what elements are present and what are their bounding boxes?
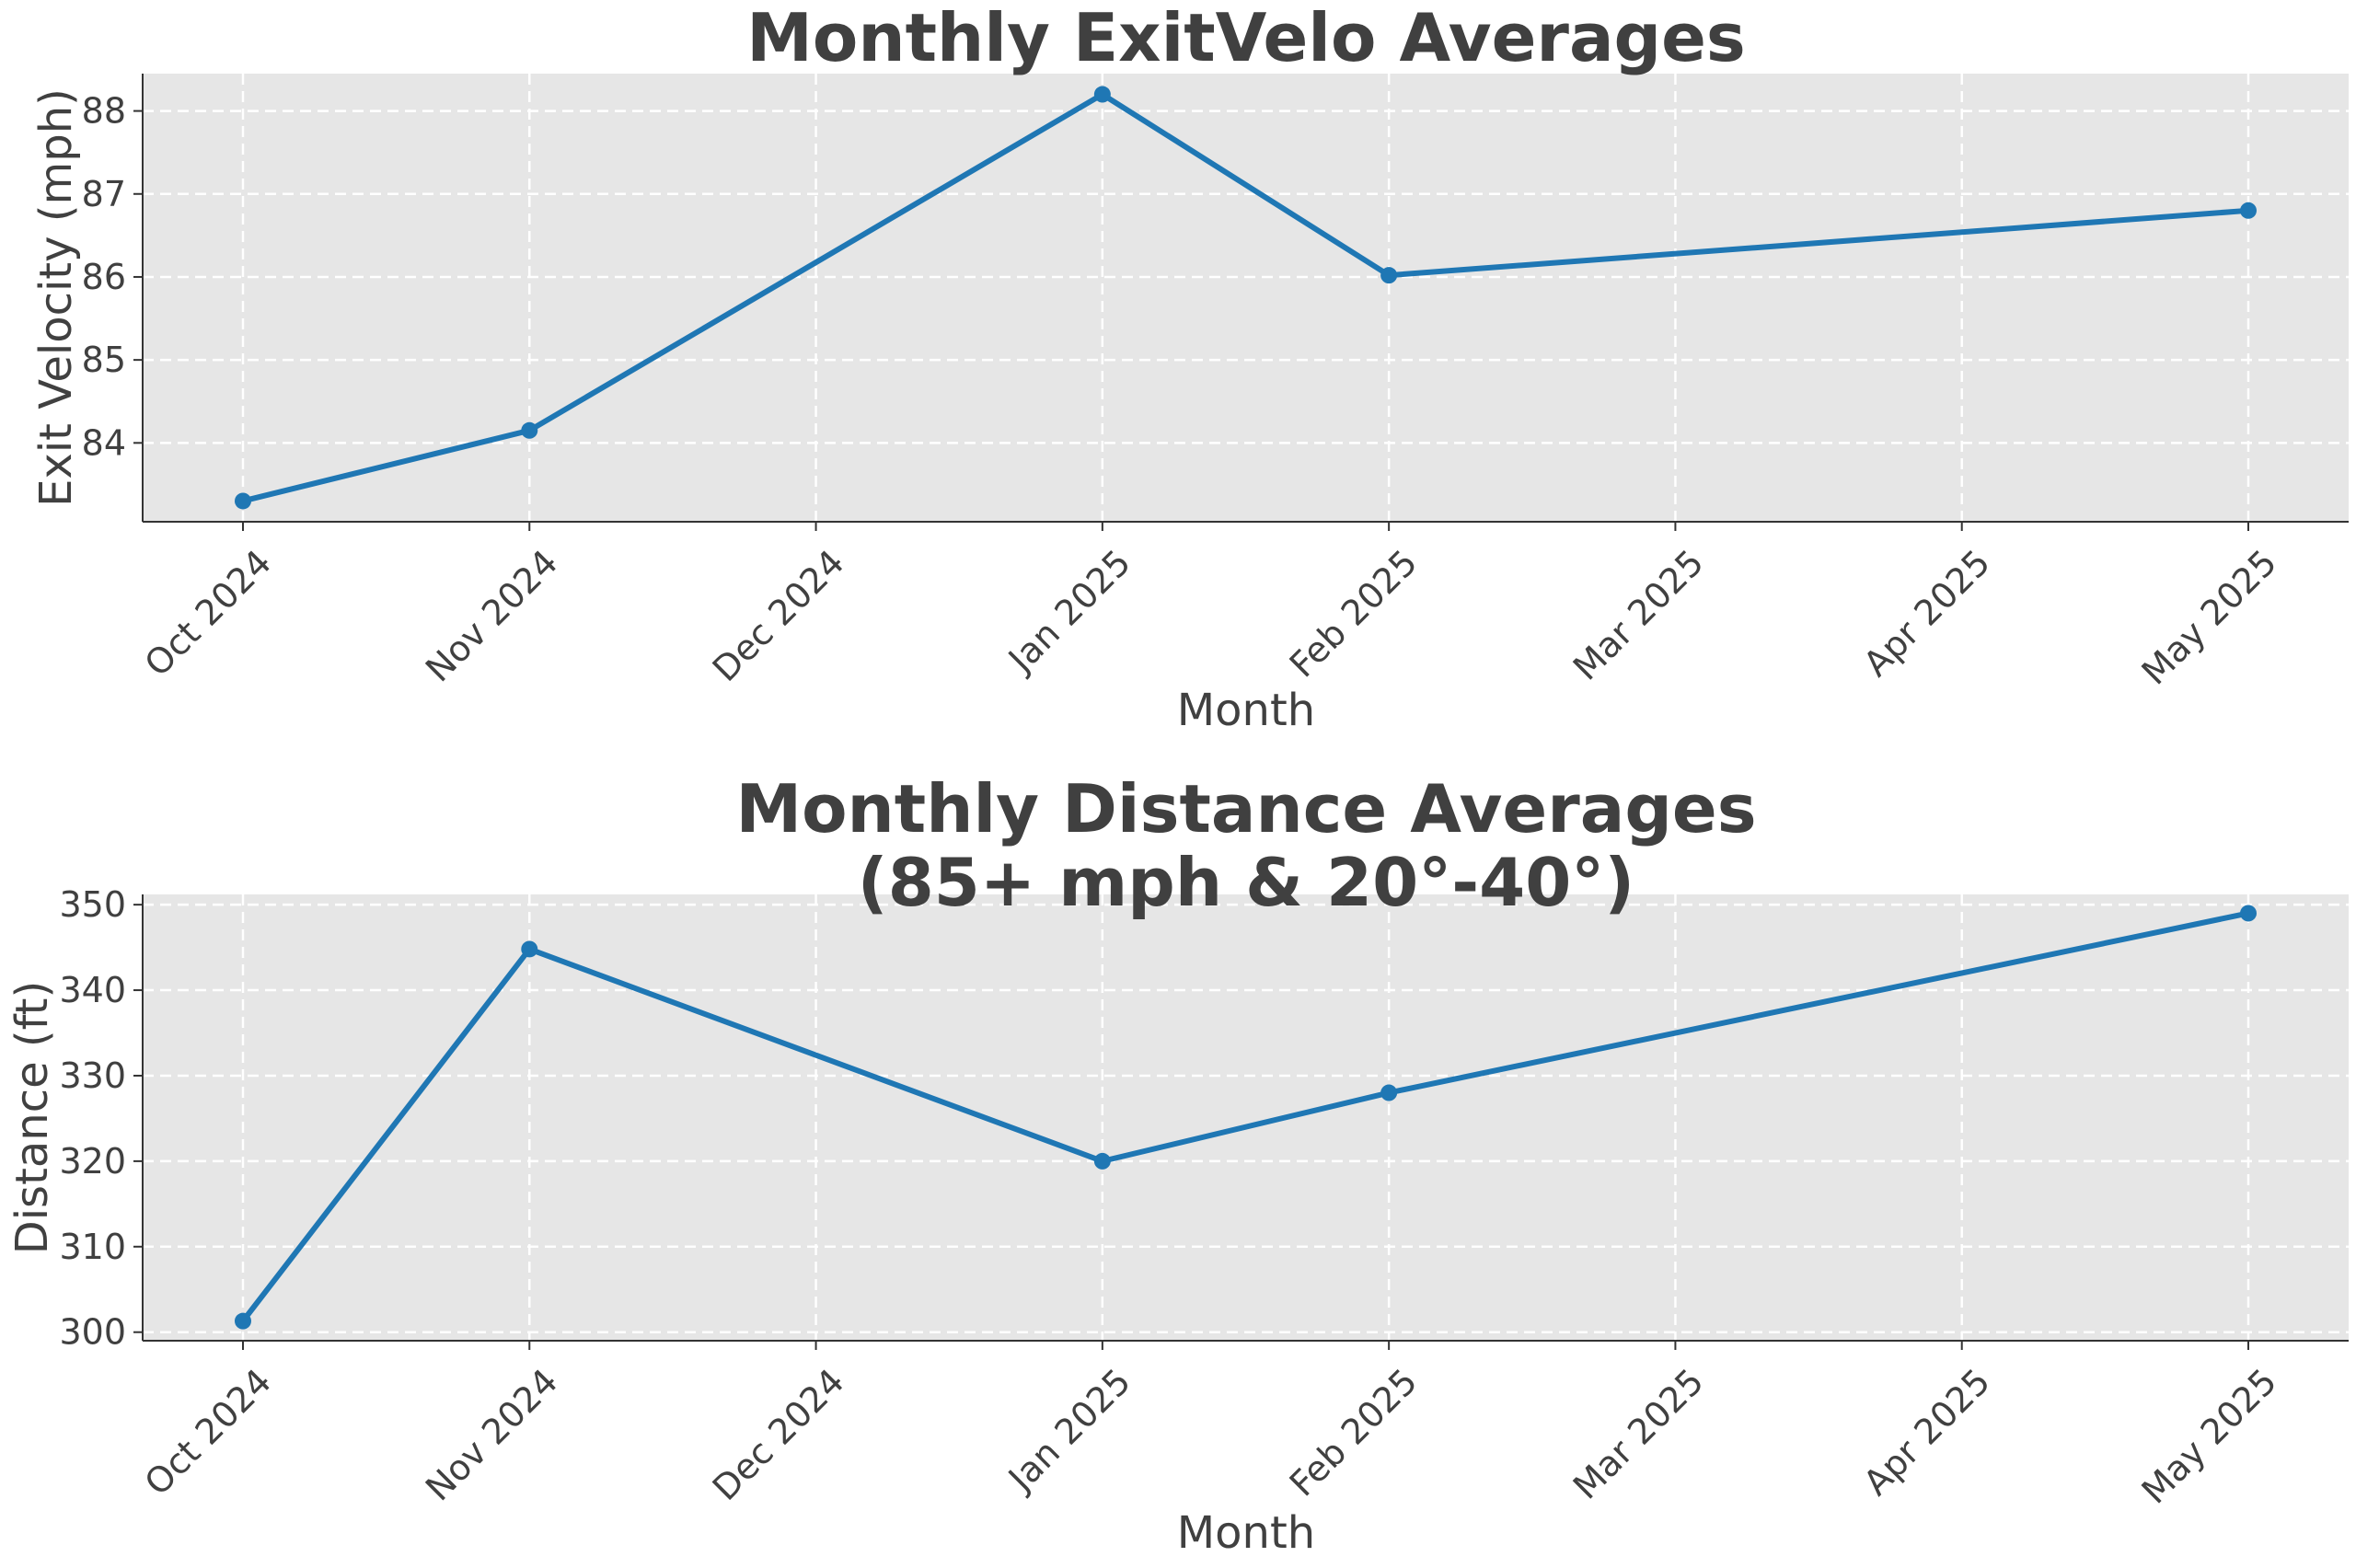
x-tick-label: Feb 2025 bbox=[1282, 1361, 1426, 1505]
data-point bbox=[2240, 202, 2257, 219]
y-tick-label: 88 bbox=[82, 91, 126, 132]
data-point bbox=[1380, 267, 1398, 284]
y-tick-label: 330 bbox=[59, 1055, 126, 1096]
x-tick-label: Oct 2024 bbox=[137, 1361, 280, 1504]
y-axis-label: Exit Velocity (mph) bbox=[30, 88, 82, 507]
y-axis-label: Distance (ft) bbox=[6, 981, 58, 1254]
x-tick-label: Apr 2025 bbox=[1855, 1361, 1998, 1504]
chart-1: 84 85 86 87 88 Oct 2024 Nov 2024 Dec 2024 Jan 20… bbox=[30, 0, 2349, 736]
y-tick-label: 87 bbox=[82, 174, 126, 214]
y-tick-label: 310 bbox=[59, 1227, 126, 1267]
data-point bbox=[521, 421, 538, 439]
y-tick-label: 86 bbox=[82, 257, 126, 297]
y-tick-label: 320 bbox=[59, 1141, 126, 1182]
x-axis-label: Month bbox=[1177, 685, 1315, 736]
x-tick-label: Dec 2024 bbox=[705, 542, 852, 689]
y-tick-label: 340 bbox=[59, 970, 126, 1010]
x-tick-label: Nov 2024 bbox=[418, 1361, 565, 1508]
chart-title: Monthly ExitVelo Averages bbox=[746, 0, 1746, 76]
data-point bbox=[521, 940, 538, 958]
x-tick-label: May 2025 bbox=[2134, 1361, 2285, 1512]
y-tick-label: 350 bbox=[59, 884, 126, 925]
chart-title: Monthly Distance Averages bbox=[735, 770, 1756, 847]
x-tick-label: Apr 2025 bbox=[1855, 542, 1998, 685]
x-tick-label: Feb 2025 bbox=[1282, 542, 1426, 686]
x-axis-label: Month bbox=[1177, 1507, 1315, 1559]
x-tick-label: Dec 2024 bbox=[705, 1361, 852, 1508]
data-point bbox=[235, 1312, 251, 1330]
y-tick-label: 300 bbox=[59, 1312, 126, 1353]
data-point bbox=[1093, 1152, 1111, 1170]
data-point bbox=[2240, 905, 2257, 922]
x-tick-label: Mar 2025 bbox=[1565, 542, 1712, 688]
plot-area bbox=[143, 74, 2349, 522]
x-tick-label: May 2025 bbox=[2134, 542, 2285, 693]
x-tick-label: Mar 2025 bbox=[1565, 1361, 1712, 1507]
chart-title: (85+ mph & 20°-40°) bbox=[858, 844, 1634, 921]
x-tick-label: Jan 2025 bbox=[999, 542, 1138, 681]
y-tick-label: 85 bbox=[82, 340, 126, 380]
data-point bbox=[1380, 1084, 1398, 1101]
data-point bbox=[1093, 86, 1111, 103]
x-tick-label: Oct 2024 bbox=[137, 542, 280, 685]
data-point bbox=[235, 492, 251, 510]
chart-2: 300 310 320 330 340 350 Oct 2024 Nov 2024 Dec 20… bbox=[6, 770, 2349, 1559]
x-tick-label: Nov 2024 bbox=[418, 542, 565, 689]
y-tick-label: 84 bbox=[82, 422, 126, 463]
x-tick-label: Jan 2025 bbox=[999, 1361, 1138, 1500]
